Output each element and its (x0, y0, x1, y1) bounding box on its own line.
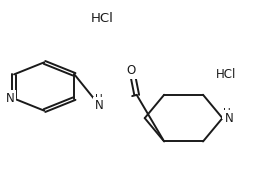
Text: H: H (95, 94, 103, 104)
Text: HCl: HCl (216, 68, 237, 81)
Text: HCl: HCl (90, 12, 113, 25)
Text: N: N (6, 92, 14, 105)
Text: N: N (95, 99, 103, 112)
Text: H: H (223, 108, 230, 118)
Text: N: N (225, 112, 234, 125)
Text: O: O (127, 64, 136, 77)
